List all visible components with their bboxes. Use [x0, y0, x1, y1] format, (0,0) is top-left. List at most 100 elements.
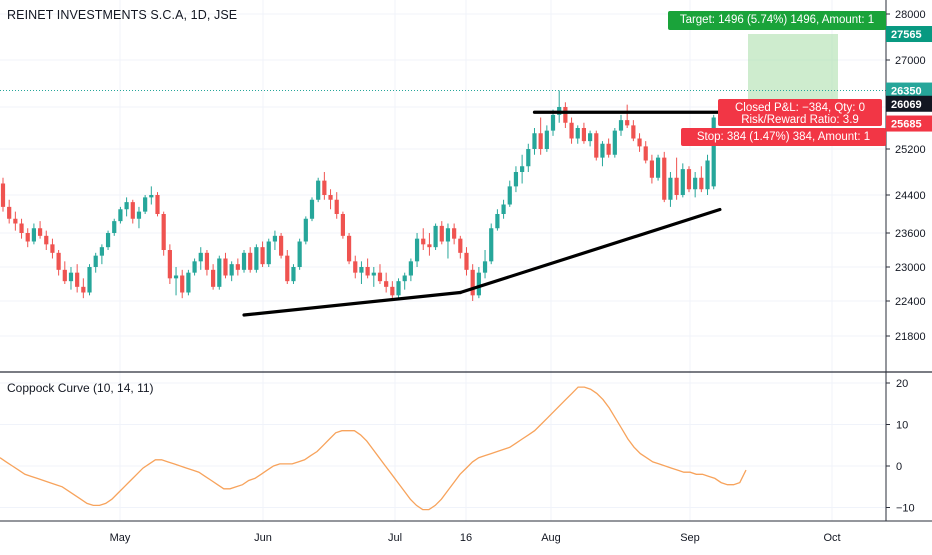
candle-body	[544, 130, 549, 149]
candle-body	[229, 264, 234, 276]
time-tick-label: Jul	[388, 532, 402, 544]
price-badge-label: 26350	[891, 86, 922, 98]
candle-body	[371, 272, 376, 276]
candle-body	[136, 211, 142, 219]
candle-body	[526, 149, 531, 167]
candle-body	[618, 120, 624, 131]
closed-pnl-label-text: Closed P&L: −384, Qty: 0	[735, 102, 865, 114]
candle-body	[167, 250, 172, 279]
candle-body	[7, 206, 12, 219]
candle-body	[99, 247, 104, 256]
candle-body	[155, 195, 160, 214]
candle-body	[427, 244, 432, 248]
candle-body	[180, 275, 185, 293]
candle-body	[143, 197, 148, 212]
chart-title: REINET INVESTMENTS S.C.A, 1D, JSE	[7, 8, 238, 22]
candle-body	[655, 157, 661, 178]
candle-body	[56, 252, 61, 270]
candle-body	[414, 238, 420, 262]
candle-body	[711, 117, 716, 187]
time-tick-label: Jun	[254, 532, 272, 544]
candle-body	[198, 252, 203, 262]
candle-body	[390, 286, 395, 296]
candle-body	[340, 214, 345, 236]
candle-body	[0, 183, 6, 207]
coppock-curve-line	[0, 386, 747, 511]
candle-body	[211, 269, 216, 287]
candle-body	[87, 267, 92, 293]
candle-body	[662, 157, 667, 200]
candle-body	[445, 228, 451, 242]
candle-body	[674, 177, 679, 195]
candle-body	[105, 233, 111, 248]
position-labels: Target: 1496 (5.74%) 1496, Amount: 1 Clos…	[668, 11, 886, 146]
candle-body	[507, 186, 512, 205]
candle-body	[81, 286, 86, 293]
candle-body	[470, 269, 475, 296]
trendlines[interactable]	[242, 110, 722, 317]
target-label-box	[668, 11, 886, 30]
candle-body	[75, 272, 80, 287]
price-badge-label: 27565	[891, 29, 922, 41]
candle-body	[581, 128, 587, 142]
candle-body	[600, 143, 605, 158]
candle-body	[550, 114, 556, 131]
candle-body	[303, 218, 308, 242]
indicator-tick-label: 20	[896, 378, 908, 390]
candle-body	[161, 214, 166, 250]
candle-body	[241, 252, 247, 270]
candle-body	[62, 269, 67, 282]
candle-body	[606, 143, 611, 155]
candle-body	[594, 133, 599, 158]
candle-body	[124, 202, 129, 210]
candle-body	[316, 180, 321, 200]
price-tick-label: 23600	[895, 228, 926, 240]
price-tick-label: 25200	[895, 144, 926, 156]
candlestick-series	[0, 90, 716, 301]
candle-body	[112, 221, 117, 233]
candle-body	[279, 235, 284, 256]
candle-body	[569, 122, 574, 139]
candle-body	[408, 261, 413, 276]
candle-body	[291, 267, 296, 282]
candle-body	[25, 233, 30, 242]
closed-pnl-label-text: Risk/Reward Ratio: 3.9	[741, 114, 859, 126]
price-tick-label: 21800	[895, 331, 926, 343]
candle-body	[489, 228, 494, 262]
candle-body	[31, 228, 36, 242]
candle-body	[495, 214, 500, 229]
candle-body	[149, 195, 154, 198]
candle-body	[532, 133, 537, 149]
candle-body	[334, 199, 339, 214]
candle-body	[365, 267, 370, 276]
candle-body	[204, 252, 210, 270]
candle-body	[421, 238, 426, 245]
candle-body	[538, 133, 543, 149]
candle-body	[637, 138, 642, 147]
price-badge-label: 25685	[891, 119, 922, 131]
candle-body	[699, 177, 704, 190]
price-tick-label: 27000	[895, 55, 926, 67]
closed-pnl-label-box	[718, 99, 882, 126]
indicator-pane	[0, 386, 747, 511]
candle-body	[93, 255, 98, 267]
candle-body	[118, 209, 123, 222]
price-tick-label: 24400	[895, 190, 926, 202]
candle-body	[612, 130, 617, 155]
price-badge-label: 26069	[891, 99, 922, 111]
candle-body	[452, 228, 457, 239]
candle-body	[346, 235, 352, 262]
candle-body	[476, 272, 481, 296]
candle-body	[693, 177, 698, 190]
candle-body	[631, 125, 636, 139]
candle-body	[464, 252, 469, 270]
candle-body	[130, 202, 135, 219]
time-tick-label: Oct	[823, 532, 840, 544]
candle-body	[396, 281, 401, 296]
candle-body	[588, 133, 593, 142]
candle-body	[520, 166, 525, 172]
candle-body	[260, 247, 265, 265]
indicator-title: Coppock Curve (10, 14, 11)	[7, 381, 154, 395]
